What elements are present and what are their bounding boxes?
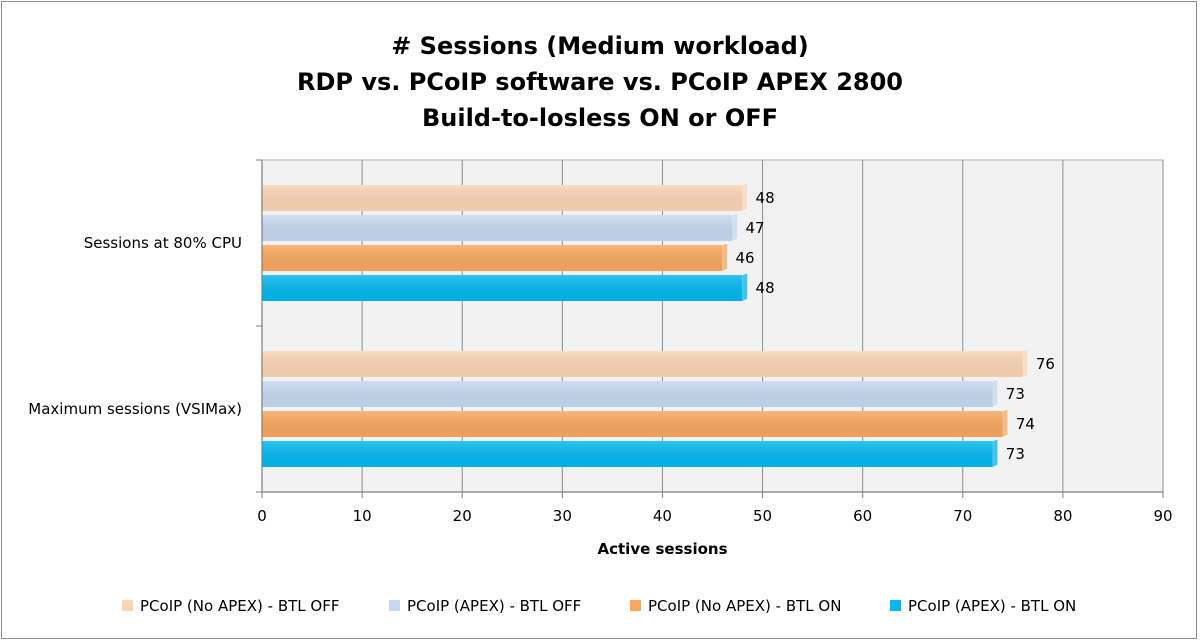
x-tick-label: 30 <box>553 507 572 525</box>
x-tick-label: 40 <box>653 507 672 525</box>
bar <box>262 348 1029 378</box>
data-label: 48 <box>756 189 775 207</box>
legend-label: PCoIP (APEX) - BTL ON <box>908 597 1076 615</box>
legend-item: PCoIP (No APEX) - BTL ON <box>630 597 841 615</box>
legend-item: PCoIP (APEX) - BTL ON <box>890 597 1076 615</box>
data-label: 47 <box>746 219 765 237</box>
x-axis: 0 10 20 30 40 50 60 70 80 90 <box>257 491 1173 525</box>
legend-label: PCoIP (APEX) - BTL OFF <box>407 597 581 615</box>
x-tick-label: 60 <box>853 507 872 525</box>
x-tick-label: 50 <box>753 507 772 525</box>
legend-item: PCoIP (APEX) - BTL OFF <box>389 597 581 615</box>
legend-swatch <box>389 600 400 611</box>
legend-swatch <box>890 600 901 611</box>
legend: PCoIP (No APEX) - BTL OFF PCoIP (APEX) - … <box>122 597 1076 615</box>
x-tick-label: 80 <box>1053 507 1072 525</box>
legend-swatch <box>630 600 641 611</box>
legend-label: PCoIP (No APEX) - BTL OFF <box>140 597 339 615</box>
legend-label: PCoIP (No APEX) - BTL ON <box>648 597 841 615</box>
chart-title-line-3: Build-to-losless ON or OFF <box>421 104 779 132</box>
legend-item: PCoIP (No APEX) - BTL OFF <box>122 597 339 615</box>
x-tick-label: 90 <box>1153 507 1172 525</box>
data-label: 74 <box>1016 415 1035 433</box>
x-tick-label: 70 <box>953 507 972 525</box>
data-label: 73 <box>1006 445 1025 463</box>
data-label: 48 <box>756 279 775 297</box>
x-axis-title: Active sessions <box>598 540 728 558</box>
category-label: Sessions at 80% CPU <box>84 234 242 252</box>
data-label: 46 <box>736 249 755 267</box>
legend-swatch <box>122 600 133 611</box>
bar <box>262 408 1009 438</box>
y-axis: Sessions at 80% CPU Maximum sessions (VSI… <box>28 159 263 493</box>
x-tick-label: 0 <box>257 507 267 525</box>
bar <box>262 182 748 212</box>
bar <box>262 242 728 272</box>
chart-title-line-1: # Sessions (Medium workload) <box>391 32 809 60</box>
bar <box>262 378 999 408</box>
bar <box>262 438 999 468</box>
data-label: 73 <box>1006 385 1025 403</box>
category-label: Maximum sessions (VSIMax) <box>28 400 242 418</box>
chart-title: # Sessions (Medium workload) RDP vs. PCo… <box>2 28 1198 136</box>
x-tick-label: 20 <box>453 507 472 525</box>
bar <box>262 212 738 242</box>
chart-title-line-2: RDP vs. PCoIP software vs. PCoIP APEX 28… <box>296 68 904 96</box>
bar <box>262 272 748 302</box>
x-tick-label: 10 <box>353 507 372 525</box>
data-label: 76 <box>1036 355 1055 373</box>
